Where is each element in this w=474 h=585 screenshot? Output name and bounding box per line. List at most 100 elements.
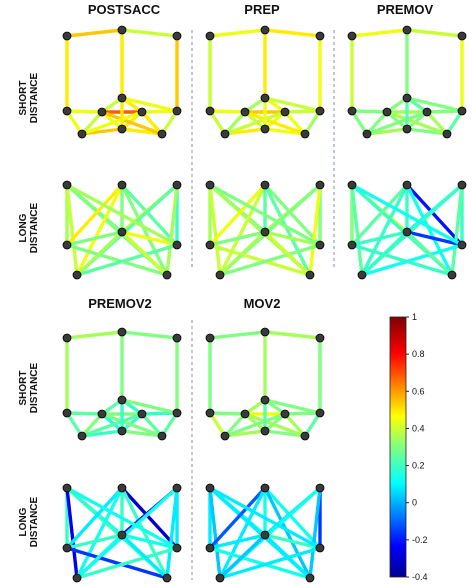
premov-long-edge — [360, 183, 409, 277]
premov2-long-edge — [65, 533, 124, 550]
colorbar-tick-label: 0.6 — [412, 386, 425, 396]
premov-long-edge — [405, 230, 464, 247]
premov2-long-edge — [65, 486, 179, 550]
prep-long-node — [315, 240, 325, 250]
postsacc-short-node — [172, 31, 182, 41]
mov2-short-edge — [303, 411, 322, 438]
mov2-short-node — [220, 431, 230, 441]
premov2-short-edge — [120, 330, 179, 340]
premov2-long-node — [117, 483, 127, 493]
mov2-long-edge — [208, 533, 267, 550]
premov-long-node — [457, 180, 467, 190]
prep-long-node — [205, 240, 215, 250]
colorbar-tick-label: -0.4 — [412, 572, 428, 582]
prep-long-network — [205, 180, 325, 280]
premov-short-node — [362, 129, 372, 139]
mov2-long-edge — [218, 486, 267, 580]
prep-long-edge — [208, 243, 312, 277]
prep-long-node — [215, 270, 225, 280]
prep-long-node — [260, 180, 270, 190]
mov2-long-node — [315, 483, 325, 493]
postsacc-short-edge — [120, 96, 179, 113]
mov2-long-edge — [218, 533, 267, 580]
premov2-long-edge — [165, 486, 179, 580]
panel-title-mov2: MOV2 — [244, 296, 281, 311]
prep-short-node — [240, 107, 250, 117]
premov2-long-edge — [120, 486, 169, 580]
prep-short-edge — [243, 110, 307, 136]
prep-short-node — [280, 107, 290, 117]
premov-long-edge — [360, 243, 464, 277]
mov2-long-edge — [208, 486, 322, 550]
postsacc-long-edge — [75, 230, 124, 277]
postsacc-short-edge — [80, 110, 104, 136]
mov2-long-network — [205, 483, 325, 583]
postsacc-short-node — [117, 93, 127, 103]
mov2-short-node — [280, 409, 290, 419]
mov2-short-node — [315, 333, 325, 343]
mov2-long-node — [205, 483, 215, 493]
mov2-short-network — [205, 327, 325, 441]
postsacc-long-node — [62, 180, 72, 190]
prep-short-edge — [283, 110, 307, 136]
prep-short-edge — [208, 109, 227, 136]
mov2-short-node — [260, 327, 270, 337]
postsacc-long-node — [117, 180, 127, 190]
mov2-long-edge — [308, 486, 322, 580]
premov-long-edge — [350, 183, 464, 247]
postsacc-short-edge — [100, 110, 164, 136]
postsacc-long-edge — [65, 183, 124, 247]
postsacc-short-edge — [80, 110, 144, 136]
premov2-short-node — [117, 426, 127, 436]
premov2-short-edge — [140, 412, 164, 438]
panel-title-postsacc: POSTSACC — [88, 2, 161, 17]
postsacc-short-node — [117, 25, 127, 35]
prep-long-edge — [263, 183, 312, 277]
postsacc-long-edge — [120, 183, 179, 247]
mov2-long-edge — [263, 486, 312, 580]
colorbar-tick-label: 0.2 — [412, 461, 425, 471]
prep-long-node — [315, 180, 325, 190]
postsacc-long-node — [72, 270, 82, 280]
premov2-short-edge — [65, 330, 124, 340]
mov2-short-node — [260, 395, 270, 405]
panel-title-premov: PREMOV — [377, 2, 434, 17]
mov2-short-node — [300, 431, 310, 441]
premov-long-edge — [350, 183, 364, 277]
postsacc-long-edge — [65, 183, 79, 277]
postsacc-long-network — [62, 180, 182, 280]
postsacc-short-node — [97, 107, 107, 117]
mov2-long-node — [205, 543, 215, 553]
premov-short-edge — [385, 110, 449, 136]
colorbar-tick-label: 0.8 — [412, 349, 425, 359]
premov2-short-network — [62, 327, 182, 441]
prep-short-edge — [208, 28, 267, 38]
postsacc-long-edge — [65, 230, 124, 247]
premov-long-node — [402, 227, 412, 237]
premov-short-node — [402, 93, 412, 103]
premov2-short-edge — [160, 411, 179, 438]
premov-long-edge — [360, 230, 409, 277]
mov2-long-node — [260, 530, 270, 540]
premov2-short-edge — [65, 411, 104, 416]
row-label-long-bottom: LONGDISTANCE — [18, 496, 40, 547]
premov-short-edge — [405, 28, 464, 38]
prep-long-edge — [263, 183, 322, 247]
mov2-long-edge — [218, 546, 322, 580]
premov-short-network — [347, 25, 467, 139]
premov2-long-node — [62, 543, 72, 553]
row-label-short-top: SHORTDISTANCE — [18, 72, 40, 123]
mov2-short-edge — [263, 398, 322, 415]
postsacc-long-edge — [120, 230, 169, 277]
premov-short-node — [442, 129, 452, 139]
mov2-short-edge — [243, 412, 307, 438]
premov-short-node — [382, 107, 392, 117]
premov-short-node — [402, 124, 412, 134]
prep-short-edge — [208, 109, 247, 114]
mov2-long-edge — [263, 533, 312, 580]
prep-short-edge — [303, 109, 322, 136]
prep-short-node — [315, 31, 325, 41]
premov-long-node — [447, 270, 457, 280]
premov2-short-edge — [80, 412, 144, 438]
postsacc-short-node — [62, 31, 72, 41]
